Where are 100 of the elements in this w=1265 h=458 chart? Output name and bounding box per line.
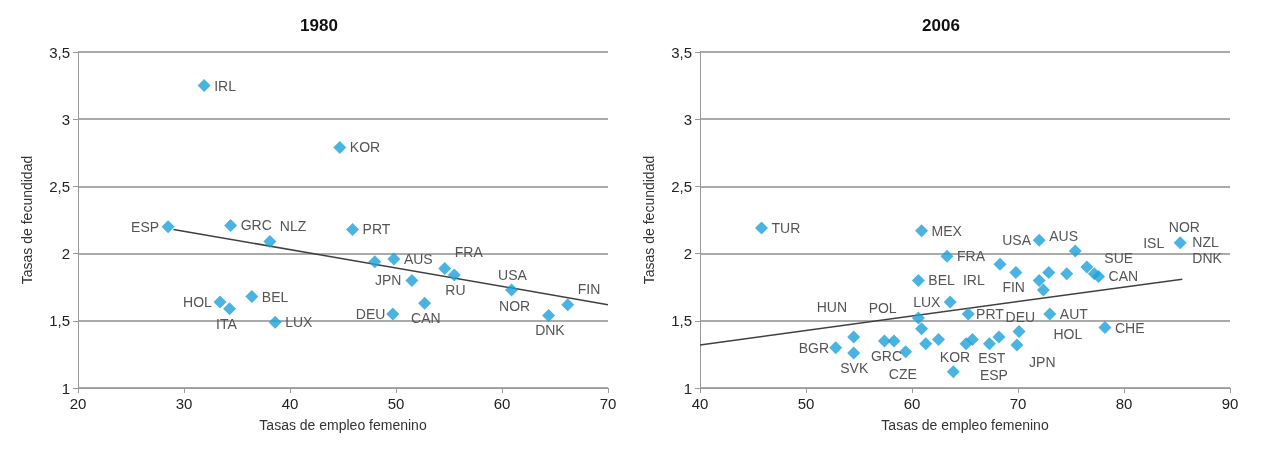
point [1173,236,1187,250]
point [887,334,901,348]
point [965,333,979,347]
point [919,337,933,351]
point [387,252,401,266]
point [223,302,237,316]
x-tick-label: 50 [387,395,405,412]
y-tick-label: 3,5 [49,43,70,61]
point [447,268,461,282]
y-axis-title: Tasas de fecundidad [641,155,657,285]
annotation: DEU [355,306,386,323]
annotation: DEU [1005,308,1036,325]
y-tick-label: 3 [61,110,70,128]
annotation: USA [1002,232,1032,249]
point [946,365,960,379]
y-tick-label: 2 [683,245,692,263]
annotation: AUS [1049,228,1078,245]
annotation: KOR [349,139,381,156]
annotation: MEX [931,222,963,239]
y-tick-label: 2 [61,245,70,263]
annotation: NZL [1192,233,1219,250]
annotation: KOR [939,348,971,365]
y-tick-label: 1,5 [49,312,70,330]
point [1098,321,1112,335]
y-tick-label: 2,5 [671,177,692,195]
annotation: BGR [798,339,830,356]
point [245,290,259,304]
annotation: DNK [535,322,566,339]
annotation: JPN [1029,353,1056,370]
point [911,273,925,287]
x-tick-label: 80 [1115,395,1133,412]
point [940,249,954,263]
annotation: CAN [1108,268,1139,285]
point [1032,273,1046,287]
annotation: CAN [411,310,441,327]
x-tick-label: 50 [797,395,815,412]
x-tick-label: 40 [281,395,299,412]
point [1042,265,1056,279]
point [263,235,277,248]
point [1092,269,1106,283]
chart-title: 1980 [300,16,338,35]
y-tick-label: 2,5 [49,177,70,195]
annotation: FIN [1002,279,1025,296]
annotation: HOL [183,293,213,310]
point [992,330,1006,344]
chart-title: 2006 [922,16,960,35]
point [213,295,227,309]
annotation: FRA [454,244,484,261]
annotation: FIN [577,280,601,297]
point [915,322,929,336]
annotation: CZE [888,365,917,382]
point [161,220,175,234]
annotation: HOL [1053,325,1083,342]
annotation: AUS [403,250,433,267]
point [847,346,861,360]
y-tick-label: 3 [683,110,692,128]
annotation: USA [498,266,528,283]
x-axis-title: Tasas de empleo femenino [881,417,1049,433]
point [1080,260,1094,274]
annotation: NLZ [279,217,307,234]
annotation: IRL [214,77,237,94]
x-tick-label: 70 [1009,395,1027,412]
y-tick-label: 1 [61,379,70,397]
point [1036,283,1050,297]
annotation: HUN [816,298,848,315]
point [561,298,575,312]
annotation: PRT [976,305,1005,322]
annotation: BEL [261,288,289,305]
annotation: AUT [1059,306,1089,323]
annotation: CHE [1114,319,1145,336]
point [438,261,452,275]
annotation: LUX [285,314,314,331]
x-tick-label: 20 [69,395,87,412]
annotation: GRC [870,347,903,364]
annotation: SUE [1104,249,1134,266]
point [982,337,996,351]
point [1068,244,1082,258]
annotation: NOR [499,298,531,315]
point [1032,233,1046,247]
x-tick-label: 90 [1221,395,1239,412]
point [754,221,768,235]
point [911,311,925,325]
point [224,218,238,232]
point [1010,338,1024,352]
x-axis-title: Tasas de empleo femenino [259,417,427,433]
y-axis-title: Tasas de fecundidad [19,155,35,285]
y-tick-label: 3,5 [671,43,692,61]
point [1012,325,1026,339]
point [505,283,519,297]
point [915,224,929,238]
annotation: SVK [840,360,869,377]
point [197,79,211,93]
annotation: BEL [928,272,956,289]
x-tick-label: 40 [691,395,709,412]
y-tick-label: 1 [683,379,692,397]
point [829,341,843,355]
annotation: DNK [1192,249,1223,266]
y-tick-label: 1,5 [671,312,692,330]
point [943,295,957,309]
annotation: ESP [131,218,160,235]
